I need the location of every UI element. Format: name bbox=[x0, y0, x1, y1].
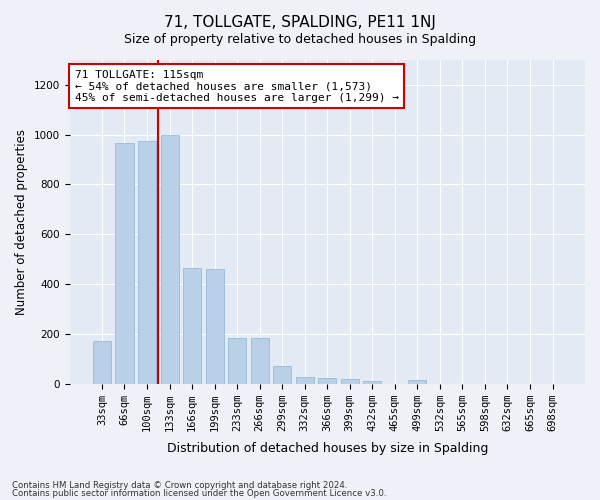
Bar bbox=[341, 378, 359, 384]
Text: Size of property relative to detached houses in Spalding: Size of property relative to detached ho… bbox=[124, 32, 476, 46]
Bar bbox=[251, 338, 269, 384]
Bar bbox=[206, 268, 224, 384]
Bar bbox=[93, 342, 111, 384]
Text: 71 TOLLGATE: 115sqm
← 54% of detached houses are smaller (1,573)
45% of semi-det: 71 TOLLGATE: 115sqm ← 54% of detached ho… bbox=[74, 70, 398, 103]
Bar bbox=[296, 377, 314, 384]
Bar bbox=[138, 141, 156, 384]
Y-axis label: Number of detached properties: Number of detached properties bbox=[15, 129, 28, 315]
X-axis label: Distribution of detached houses by size in Spalding: Distribution of detached houses by size … bbox=[167, 442, 488, 455]
Bar bbox=[273, 366, 291, 384]
Text: Contains public sector information licensed under the Open Government Licence v3: Contains public sector information licen… bbox=[12, 489, 386, 498]
Bar bbox=[318, 378, 336, 384]
Bar bbox=[409, 380, 427, 384]
Bar bbox=[115, 144, 134, 384]
Bar bbox=[183, 268, 201, 384]
Bar bbox=[161, 135, 179, 384]
Text: Contains HM Land Registry data © Crown copyright and database right 2024.: Contains HM Land Registry data © Crown c… bbox=[12, 480, 347, 490]
Text: 71, TOLLGATE, SPALDING, PE11 1NJ: 71, TOLLGATE, SPALDING, PE11 1NJ bbox=[164, 15, 436, 30]
Bar bbox=[228, 338, 246, 384]
Bar bbox=[364, 380, 382, 384]
